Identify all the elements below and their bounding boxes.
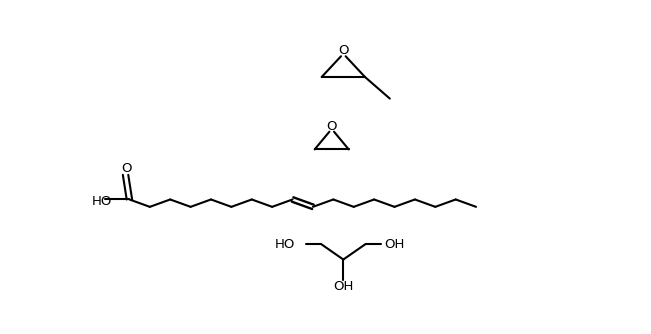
Text: OH: OH [333, 280, 353, 293]
Text: O: O [338, 44, 348, 57]
Text: O: O [326, 120, 337, 133]
Text: HO: HO [92, 194, 113, 207]
Text: OH: OH [384, 237, 404, 250]
Text: O: O [121, 162, 132, 175]
Text: HO: HO [275, 237, 296, 250]
